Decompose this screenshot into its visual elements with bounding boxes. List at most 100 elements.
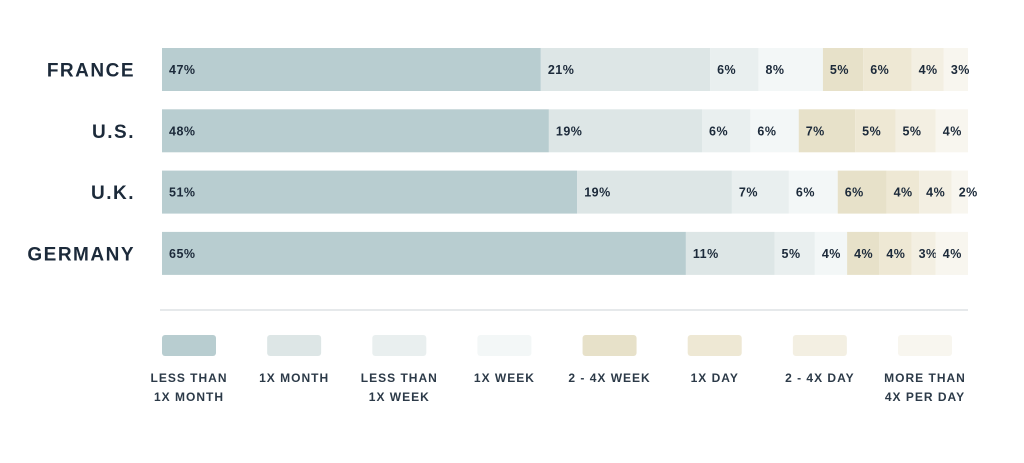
legend-swatch bbox=[477, 335, 532, 356]
bar-segment bbox=[911, 231, 936, 275]
category-label: U.K. bbox=[91, 183, 135, 204]
legend-label: 2 - 4X WEEK bbox=[568, 371, 650, 385]
legend-item: 1X MONTH bbox=[259, 335, 329, 385]
data-label: 7% bbox=[739, 186, 758, 200]
bar-segment bbox=[758, 48, 823, 91]
data-label: 6% bbox=[709, 124, 728, 138]
legend-item: 2 - 4X WEEK bbox=[568, 335, 650, 385]
data-label: 4% bbox=[926, 186, 945, 200]
bar-segment bbox=[863, 48, 912, 91]
bar-segment bbox=[798, 109, 856, 153]
legend-item: LESS THAN 1X WEEK bbox=[361, 335, 438, 404]
bar-segment bbox=[855, 109, 896, 153]
bar-segment bbox=[879, 231, 912, 275]
data-label: 4% bbox=[919, 63, 938, 77]
legend-label: 1X MONTH bbox=[259, 371, 329, 385]
bar-segment bbox=[951, 170, 968, 214]
bar-segment bbox=[847, 231, 880, 275]
data-label: 5% bbox=[902, 124, 921, 138]
bar-segment bbox=[774, 231, 815, 275]
category-label: U.S. bbox=[92, 122, 135, 143]
legend-label: 1X MONTH bbox=[154, 390, 224, 404]
bar-segment bbox=[886, 170, 920, 214]
data-label: 5% bbox=[830, 63, 849, 77]
bar-segment bbox=[911, 48, 944, 91]
data-label: 6% bbox=[717, 63, 736, 77]
data-label: 65% bbox=[169, 247, 196, 261]
legend-item: 2 - 4X DAY bbox=[785, 335, 855, 385]
legend-swatch bbox=[267, 335, 322, 356]
legend-swatch bbox=[162, 335, 216, 356]
data-label: 11% bbox=[693, 247, 719, 261]
legend-swatch bbox=[582, 335, 637, 356]
legend-swatch bbox=[898, 335, 952, 356]
bar-segment bbox=[162, 231, 686, 275]
data-label: 3% bbox=[919, 247, 938, 261]
data-label: 48% bbox=[169, 124, 196, 138]
legend-label: 1X DAY bbox=[691, 371, 739, 385]
data-label: 8% bbox=[765, 63, 784, 77]
bar-segment bbox=[935, 231, 968, 275]
data-label: 6% bbox=[796, 186, 815, 200]
legend-swatch bbox=[792, 335, 847, 356]
legend: LESS THAN 1X MONTH 1X MONTH LESS THAN 1X WEE… bbox=[150, 335, 965, 404]
bar-segment bbox=[702, 109, 751, 153]
bar-segment bbox=[750, 109, 799, 153]
bar-segment bbox=[822, 48, 864, 91]
data-label: 4% bbox=[822, 247, 841, 261]
bar-segment bbox=[685, 231, 775, 275]
bar-segment bbox=[895, 109, 936, 153]
legend-item: LESS THAN 1X MONTH bbox=[150, 335, 227, 404]
bar-segment bbox=[788, 170, 838, 214]
legend-label: LESS THAN bbox=[150, 371, 227, 385]
data-label: 5% bbox=[862, 124, 881, 138]
data-label: 6% bbox=[845, 186, 864, 200]
data-label: 4% bbox=[943, 247, 962, 261]
bar-segment bbox=[837, 170, 887, 214]
category-label: GERMANY bbox=[27, 244, 135, 265]
bar-segment bbox=[935, 109, 968, 153]
data-label: 19% bbox=[584, 186, 611, 200]
category-label: FRANCE bbox=[47, 61, 135, 82]
data-label: 4% bbox=[854, 247, 873, 261]
bar-segment bbox=[548, 109, 703, 153]
data-label: 19% bbox=[556, 124, 583, 138]
legend-label: 1X WEEK bbox=[474, 371, 535, 385]
bar-segment bbox=[919, 170, 952, 214]
bars-layer: FRANCE 47% 21% 6% 8% 5% 6% 4% 3% U.S. 48% 19% 6% 6% 7%… bbox=[27, 48, 977, 275]
data-label: 4% bbox=[886, 247, 905, 261]
data-label: 5% bbox=[782, 247, 801, 261]
bar-segment bbox=[710, 48, 759, 91]
bar-segment bbox=[162, 109, 549, 153]
data-label: 51% bbox=[169, 186, 196, 200]
data-label: 4% bbox=[943, 124, 962, 138]
data-label: 47% bbox=[169, 63, 196, 77]
data-label: 2% bbox=[959, 186, 978, 200]
bar-segment bbox=[540, 48, 711, 91]
bar-row: U.K. 51% 19% 7% 6% 6% 4% 4% 2% bbox=[91, 170, 978, 214]
legend-label: MORE THAN bbox=[884, 371, 966, 385]
bar-row: U.S. 48% 19% 6% 6% 7% 5% 5% 4% bbox=[92, 109, 968, 153]
legend-item: MORE THAN 4X PER DAY bbox=[884, 335, 966, 404]
bar-segment bbox=[814, 231, 848, 275]
data-label: 7% bbox=[806, 124, 825, 138]
legend-label: 4X PER DAY bbox=[885, 390, 965, 404]
legend-label: 2 - 4X DAY bbox=[785, 371, 855, 385]
data-label: 6% bbox=[870, 63, 889, 77]
bar-segment bbox=[162, 48, 541, 91]
legend-label: 1X WEEK bbox=[369, 390, 430, 404]
legend-item: 1X WEEK bbox=[474, 335, 535, 385]
legend-swatch bbox=[372, 335, 427, 356]
legend-item: 1X DAY bbox=[687, 335, 742, 385]
bar-segment bbox=[577, 170, 732, 214]
data-label: 4% bbox=[894, 186, 913, 200]
bar-row: GERMANY 65% 11% 5% 4% 4% 4% 3% 4% bbox=[27, 231, 968, 275]
data-label: 3% bbox=[951, 63, 970, 77]
bar-segment bbox=[943, 48, 968, 91]
legend-swatch bbox=[687, 335, 742, 356]
legend-label: LESS THAN bbox=[361, 371, 438, 385]
bar-row: FRANCE 47% 21% 6% 8% 5% 6% 4% 3% bbox=[47, 48, 970, 91]
data-label: 6% bbox=[757, 124, 776, 138]
data-label: 21% bbox=[548, 63, 575, 77]
